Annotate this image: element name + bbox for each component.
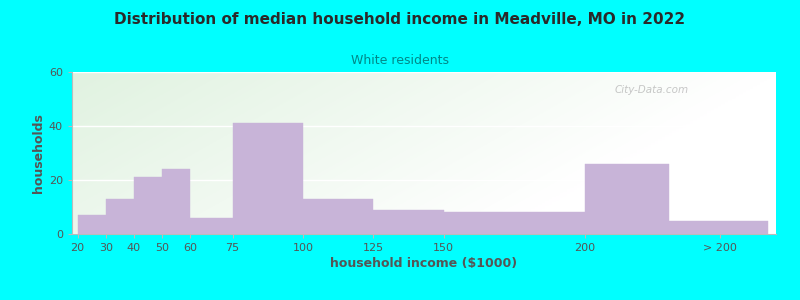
Bar xyxy=(233,123,303,234)
Bar xyxy=(669,220,767,234)
Bar xyxy=(585,164,669,234)
Bar xyxy=(444,212,585,234)
Bar xyxy=(162,169,190,234)
Bar xyxy=(134,177,162,234)
Bar xyxy=(303,199,374,234)
Bar xyxy=(78,215,106,234)
Bar xyxy=(106,199,134,234)
Text: Distribution of median household income in Meadville, MO in 2022: Distribution of median household income … xyxy=(114,12,686,27)
Bar xyxy=(190,218,233,234)
Text: White residents: White residents xyxy=(351,54,449,67)
X-axis label: household income ($1000): household income ($1000) xyxy=(330,257,518,270)
Y-axis label: households: households xyxy=(32,113,45,193)
Text: City-Data.com: City-Data.com xyxy=(614,85,688,95)
Bar xyxy=(374,210,444,234)
